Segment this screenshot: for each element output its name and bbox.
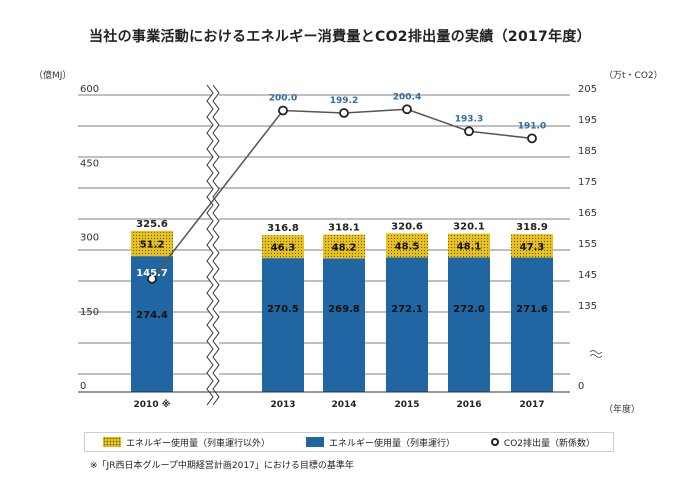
- right-tick-label: 165: [578, 208, 597, 219]
- co2-point: [147, 273, 157, 284]
- right-tick-label: 195: [578, 115, 597, 126]
- right-tick-label: 135: [578, 301, 597, 312]
- axis-break-line: [212, 84, 220, 406]
- legend-item-co2: CO2排出量（新係数）: [490, 436, 596, 449]
- bar-train: [323, 258, 365, 392]
- co2-value-label: 200.0: [269, 94, 297, 104]
- category-label: 2015: [394, 400, 419, 410]
- bar-other-label: 51.2: [140, 240, 165, 251]
- right-axis-unit: （万t・CO2）: [604, 71, 663, 81]
- bar-train-label: 270.5: [267, 304, 299, 315]
- bar-other: [386, 233, 428, 258]
- right-tick-label: 175: [578, 177, 597, 188]
- bar-train-label: 274.4: [136, 310, 168, 321]
- bar-other-label: 48.5: [395, 241, 420, 252]
- left-tick-label: 600: [80, 84, 99, 95]
- axis-break-band: [207, 85, 219, 412]
- right-tick-label: 185: [578, 146, 597, 157]
- bar-train-label: 271.6: [516, 304, 548, 315]
- right-tick-label: 205: [578, 84, 597, 95]
- co2-line: [151, 108, 533, 280]
- bar-other-label: 47.3: [520, 242, 545, 253]
- right-tick-label: 0: [578, 381, 584, 392]
- bar-other: [262, 235, 304, 259]
- left-tick-label: 300: [80, 233, 99, 244]
- legend-marker-co2: [490, 438, 499, 446]
- legend-label-train: エネルギー使用量（列車運行）: [328, 438, 455, 449]
- bar-total-label: 320.1: [453, 222, 485, 233]
- bar-train-label: 269.8: [328, 304, 360, 315]
- co2-value-label: 191.0: [518, 121, 546, 131]
- co2-point: [527, 133, 537, 144]
- bar-train-label: 272.0: [453, 304, 485, 315]
- legend-label-co2: CO2排出量（新係数）: [503, 438, 596, 449]
- left-tick-label: 150: [80, 307, 99, 318]
- bar-other-label: 46.3: [271, 243, 296, 254]
- bar-train-label: 272.1: [391, 304, 423, 315]
- left-axis-unit: （億MJ）: [34, 71, 72, 81]
- bar-other-label: 48.2: [332, 243, 357, 254]
- co2-value-label: 199.2: [330, 96, 358, 106]
- bar-train: [511, 257, 553, 392]
- category-label: 2016: [456, 400, 481, 410]
- footnote: ※「JR西日本グループ中期経営計画2017」における目標の基準年: [90, 461, 354, 471]
- bar-total-label: 318.1: [328, 223, 360, 234]
- right-tick-label: 145: [578, 270, 597, 281]
- legend-label-other: エネルギー使用量（列車運行以外）: [125, 438, 270, 449]
- legend-item-train: エネルギー使用量（列車運行）: [305, 436, 455, 449]
- legend: エネルギー使用量（列車運行以外） エネルギー使用量（列車運行） CO2排出量（新…: [84, 432, 614, 452]
- legend-item-other: エネルギー使用量（列車運行以外）: [102, 436, 270, 449]
- left-tick-label: 0: [80, 381, 86, 392]
- legend-swatch-other: [102, 437, 121, 447]
- left-tick-label: 450: [80, 158, 99, 169]
- category-label: 2014: [331, 400, 356, 410]
- bar-other-label: 48.1: [457, 241, 482, 252]
- co2-point: [402, 104, 412, 115]
- bar-total-label: 320.6: [391, 221, 423, 232]
- right-axis-break-mark: [589, 350, 603, 358]
- category-label: 2013: [270, 400, 295, 410]
- axis-break-line: [206, 84, 214, 406]
- co2-value-label: 193.3: [455, 114, 483, 124]
- bar-train: [386, 257, 428, 392]
- x-axis-unit: （年度）: [604, 405, 641, 415]
- co2-value-label: 200.4: [393, 92, 421, 102]
- bar-other: [323, 234, 365, 259]
- co2-value-label: 145.7: [136, 268, 168, 279]
- legend-swatch-train: [305, 437, 324, 447]
- bar-train: [262, 258, 304, 392]
- bar-other: [131, 230, 173, 257]
- bar-total-label: 316.8: [267, 223, 299, 234]
- co2-point: [339, 108, 349, 118]
- chart-svg: 274.4 51.2 325.6 2010 ※ 270.5 46.3 316.8 2013 26…: [78, 84, 603, 412]
- bar-other: [448, 233, 490, 258]
- co2-point: [464, 126, 474, 137]
- category-label: 2010 ※: [134, 399, 171, 410]
- bar-train: [448, 257, 490, 392]
- co2-point: [278, 105, 288, 116]
- chart-title: 当社の事業活動におけるエネルギー消費量とCO2排出量の実績（2017年度）: [89, 29, 591, 45]
- bar-total-label: 318.9: [516, 222, 548, 233]
- bar-total-label: 325.6: [136, 219, 168, 230]
- category-label: 2017: [519, 400, 544, 410]
- bar-other: [511, 234, 553, 258]
- right-tick-label: 155: [578, 239, 597, 250]
